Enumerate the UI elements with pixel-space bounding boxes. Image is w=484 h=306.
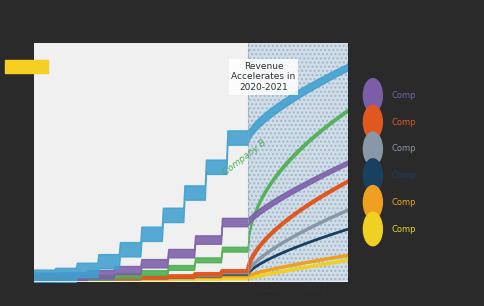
- Text: Comp: Comp: [392, 144, 416, 153]
- Text: Comp: Comp: [392, 118, 416, 127]
- Circle shape: [363, 79, 382, 112]
- Bar: [248, 7, 380, 293]
- Bar: [5, 60, 48, 73]
- Circle shape: [363, 159, 382, 192]
- Text: Company B: Company B: [221, 137, 268, 177]
- Text: Comp: Comp: [392, 225, 416, 233]
- Text: Revenue
Accelerates in
2020-2021: Revenue Accelerates in 2020-2021: [231, 62, 296, 92]
- Text: Comp: Comp: [392, 91, 416, 100]
- Circle shape: [363, 132, 382, 166]
- Text: Comp: Comp: [392, 171, 416, 180]
- Circle shape: [363, 105, 382, 139]
- Circle shape: [363, 212, 382, 246]
- Circle shape: [363, 185, 382, 219]
- Text: Comp: Comp: [392, 198, 416, 207]
